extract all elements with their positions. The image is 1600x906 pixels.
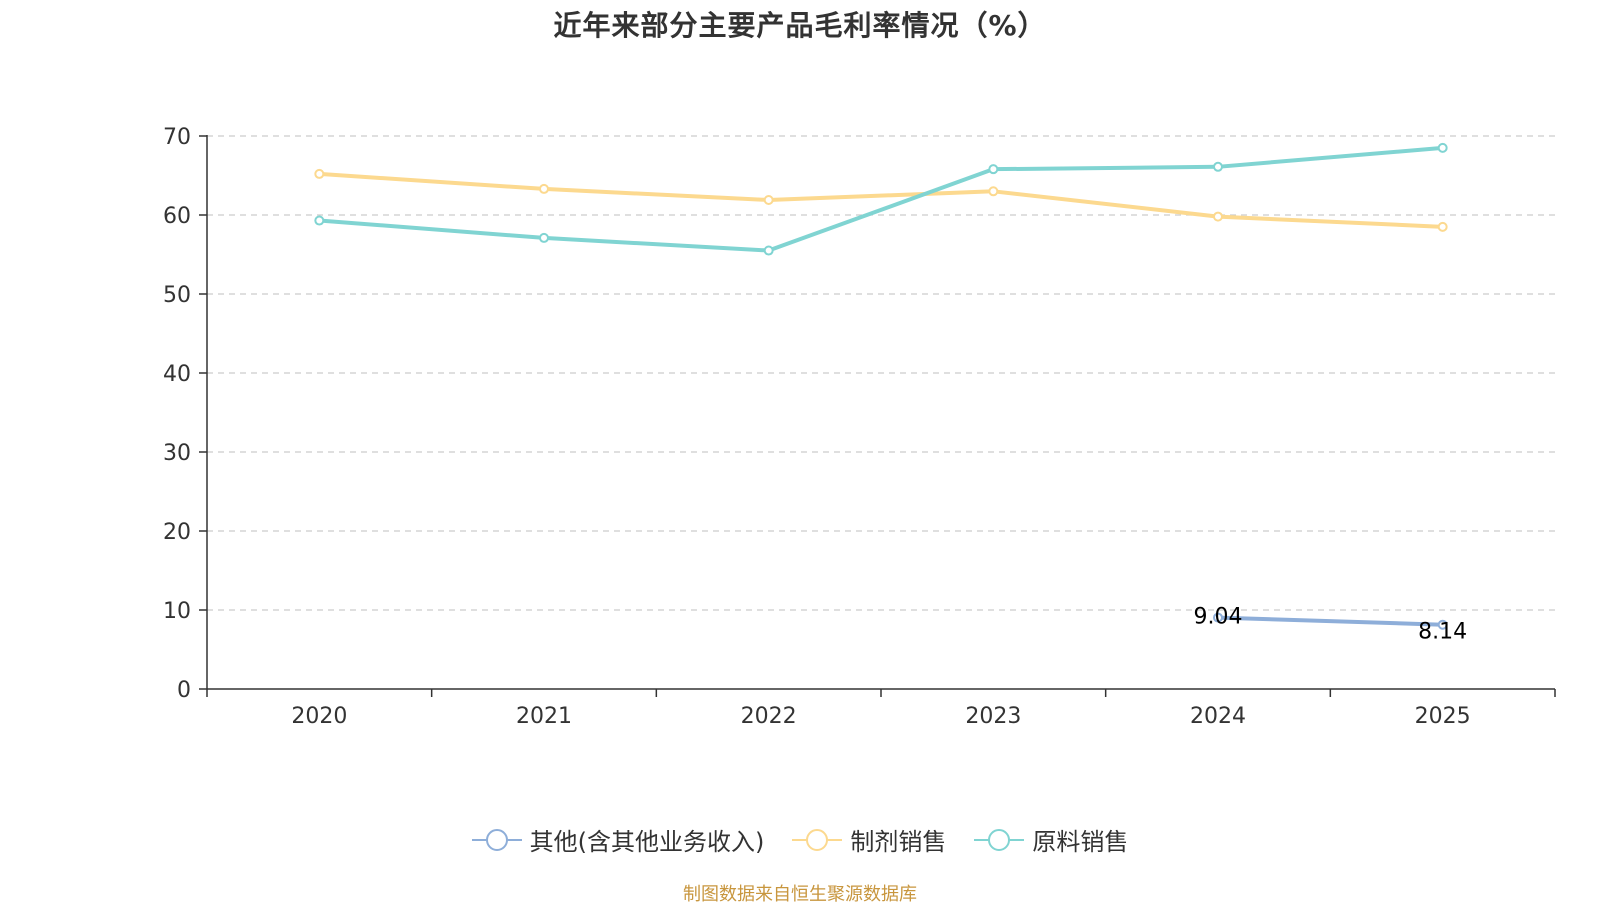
data-labels: 9.04 8.14	[1194, 605, 1468, 645]
axes: 0 10 20 30 40 50 60 70 2020 2021 2022 2023 2024 2025	[163, 125, 1556, 729]
series-line-1	[319, 171, 1443, 229]
y-tick-label-0: 0	[177, 678, 191, 703]
series-2-point-2024[interactable]	[1213, 161, 1223, 172]
legend-label-formulation: 制剂销售	[850, 828, 947, 856]
chart-title: 近年来部分主要产品毛利率情况（%）	[553, 9, 1047, 42]
series-2-point-2020[interactable]	[314, 215, 325, 226]
x-tick-label-2022: 2022	[741, 704, 797, 729]
legend-label-other: 其他(含其他业务收入)	[529, 828, 765, 856]
series-1-point-2023[interactable]	[988, 186, 999, 197]
series-0-point-2025[interactable]	[1437, 619, 1448, 630]
y-tick-label-40: 40	[163, 362, 191, 387]
legend-item-other[interactable]: 其他(含其他业务收入)	[471, 822, 765, 857]
x-tick-label-2021: 2021	[516, 704, 572, 729]
series-line-0	[1217, 615, 1443, 627]
y-tick-label-60: 60	[163, 204, 191, 229]
series-line-2	[319, 145, 1443, 253]
legend-marker-api-icon	[974, 828, 1025, 851]
legend-item-api[interactable]: 原料销售	[974, 822, 1128, 857]
y-tick-label-70: 70	[163, 125, 191, 150]
grid-lines	[207, 135, 1555, 611]
legend: 其他(含其他业务收入) 制剂销售 原料销售	[0, 822, 1600, 857]
series-2-point-2021[interactable]	[539, 232, 549, 243]
series-1-point-2020[interactable]	[314, 168, 325, 179]
legend-label-api: 原料销售	[1032, 828, 1129, 856]
y-tick-label-30: 30	[163, 441, 191, 466]
y-tick-label-50: 50	[163, 283, 191, 308]
series-0-point-2024[interactable]	[1213, 612, 1223, 623]
x-tick-label-2020: 2020	[291, 704, 347, 729]
x-tick-label-2023: 2023	[965, 704, 1021, 729]
series-1-point-2022[interactable]	[763, 194, 774, 205]
legend-item-formulation[interactable]: 制剂销售	[792, 822, 946, 857]
series-1-point-2021[interactable]	[539, 183, 549, 194]
series-1-point-2025[interactable]	[1437, 221, 1448, 232]
series-2-point-2025[interactable]	[1437, 142, 1448, 153]
legend-marker-formulation-icon	[792, 828, 843, 851]
series-2-point-2022[interactable]	[763, 245, 774, 256]
legend-marker-other-icon	[471, 828, 522, 851]
x-tick-label-2025: 2025	[1415, 704, 1471, 729]
series-2-point-2023[interactable]	[988, 164, 999, 175]
y-tick-label-10: 10	[163, 599, 191, 624]
data-label-0-2024: 9.04	[1194, 605, 1243, 630]
source-note: 制图数据来自恒生聚源数据库	[683, 884, 917, 905]
x-tick-label-2024: 2024	[1190, 704, 1246, 729]
y-tick-label-20: 20	[163, 520, 191, 545]
series-lines	[314, 142, 1448, 630]
series-1-point-2024[interactable]	[1213, 211, 1223, 222]
data-label-0-2025: 8.14	[1418, 620, 1467, 645]
